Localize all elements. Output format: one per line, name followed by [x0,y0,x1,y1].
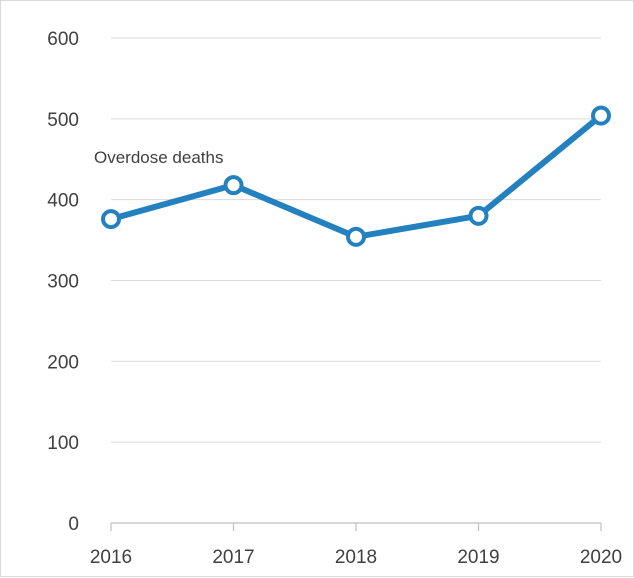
gridlines [111,37,601,443]
x-axis [110,522,602,531]
y-axis: 0 100 200 300 400 500 600 [47,29,79,535]
x-tick-label: 2020 [580,547,622,568]
series-line [108,112,604,240]
data-point-2020 [591,105,611,126]
y-tick-label: 300 [47,272,79,293]
series-label: Overdose deaths [94,148,223,167]
y-tick-label: 200 [47,352,79,373]
data-point-2017 [223,175,244,196]
y-tick-label: 0 [68,514,79,535]
y-tick-label: 600 [47,29,79,50]
y-tick-label: 100 [47,433,79,454]
data-point-2018 [346,226,366,247]
x-tick-label: 2019 [457,547,499,568]
data-point-2019 [468,205,489,226]
x-tick-label: 2017 [212,547,254,568]
data-point-2016 [101,209,121,230]
series-area [101,105,611,247]
x-axis-labels: 2016 2017 2018 2019 2020 [90,547,622,568]
y-tick-label: 500 [47,110,79,131]
x-tick-label: 2018 [335,547,377,568]
y-tick-label: 400 [47,191,79,212]
x-tick-label: 2016 [90,547,132,568]
